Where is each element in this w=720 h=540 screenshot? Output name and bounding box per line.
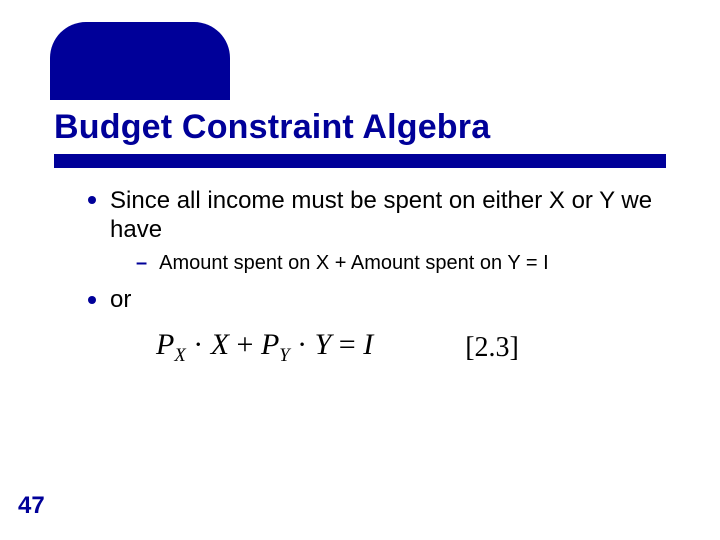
eq-plus: + — [237, 328, 261, 361]
title-underline — [54, 154, 666, 168]
eq-px-sub: X — [174, 345, 185, 366]
bullet-level1: or — [88, 286, 662, 314]
page-number: 47 — [18, 492, 45, 520]
bullet-dot-icon — [88, 296, 96, 304]
bullet-dot-icon — [88, 196, 96, 204]
eq-rhs: I — [363, 328, 373, 361]
bullet-dash-icon: – — [136, 253, 147, 273]
eq-py: P — [261, 328, 279, 361]
bullet-sub-text: Amount spent on X + Amount spent on Y = … — [159, 251, 549, 276]
bullet-level1: Since all income must be spent on either… — [88, 186, 662, 245]
bullet-text: Since all income must be spent on either… — [110, 186, 662, 245]
bullet-text: or — [110, 286, 131, 314]
equation-row: PX · X + PY · Y = I [2.3] — [156, 328, 656, 367]
slide-title: Budget Constraint Algebra — [54, 108, 666, 147]
eq-dot-icon: · — [193, 328, 211, 361]
eq-dot-icon: · — [297, 328, 315, 361]
title-area: Budget Constraint Algebra — [54, 108, 666, 147]
content-area: Since all income must be spent on either… — [88, 186, 662, 314]
eq-y: Y — [315, 328, 332, 361]
slide: Budget Constraint Algebra Since all inco… — [0, 0, 720, 540]
eq-equals: = — [339, 328, 363, 361]
bullet-level2: – Amount spent on X + Amount spent on Y … — [136, 251, 662, 276]
eq-x: X — [211, 328, 229, 361]
title-tab-accent — [50, 22, 230, 100]
equation-reference: [2.3] — [465, 332, 519, 364]
eq-px: P — [156, 328, 174, 361]
eq-py-sub: Y — [279, 345, 289, 366]
equation: PX · X + PY · Y = I — [156, 328, 373, 367]
